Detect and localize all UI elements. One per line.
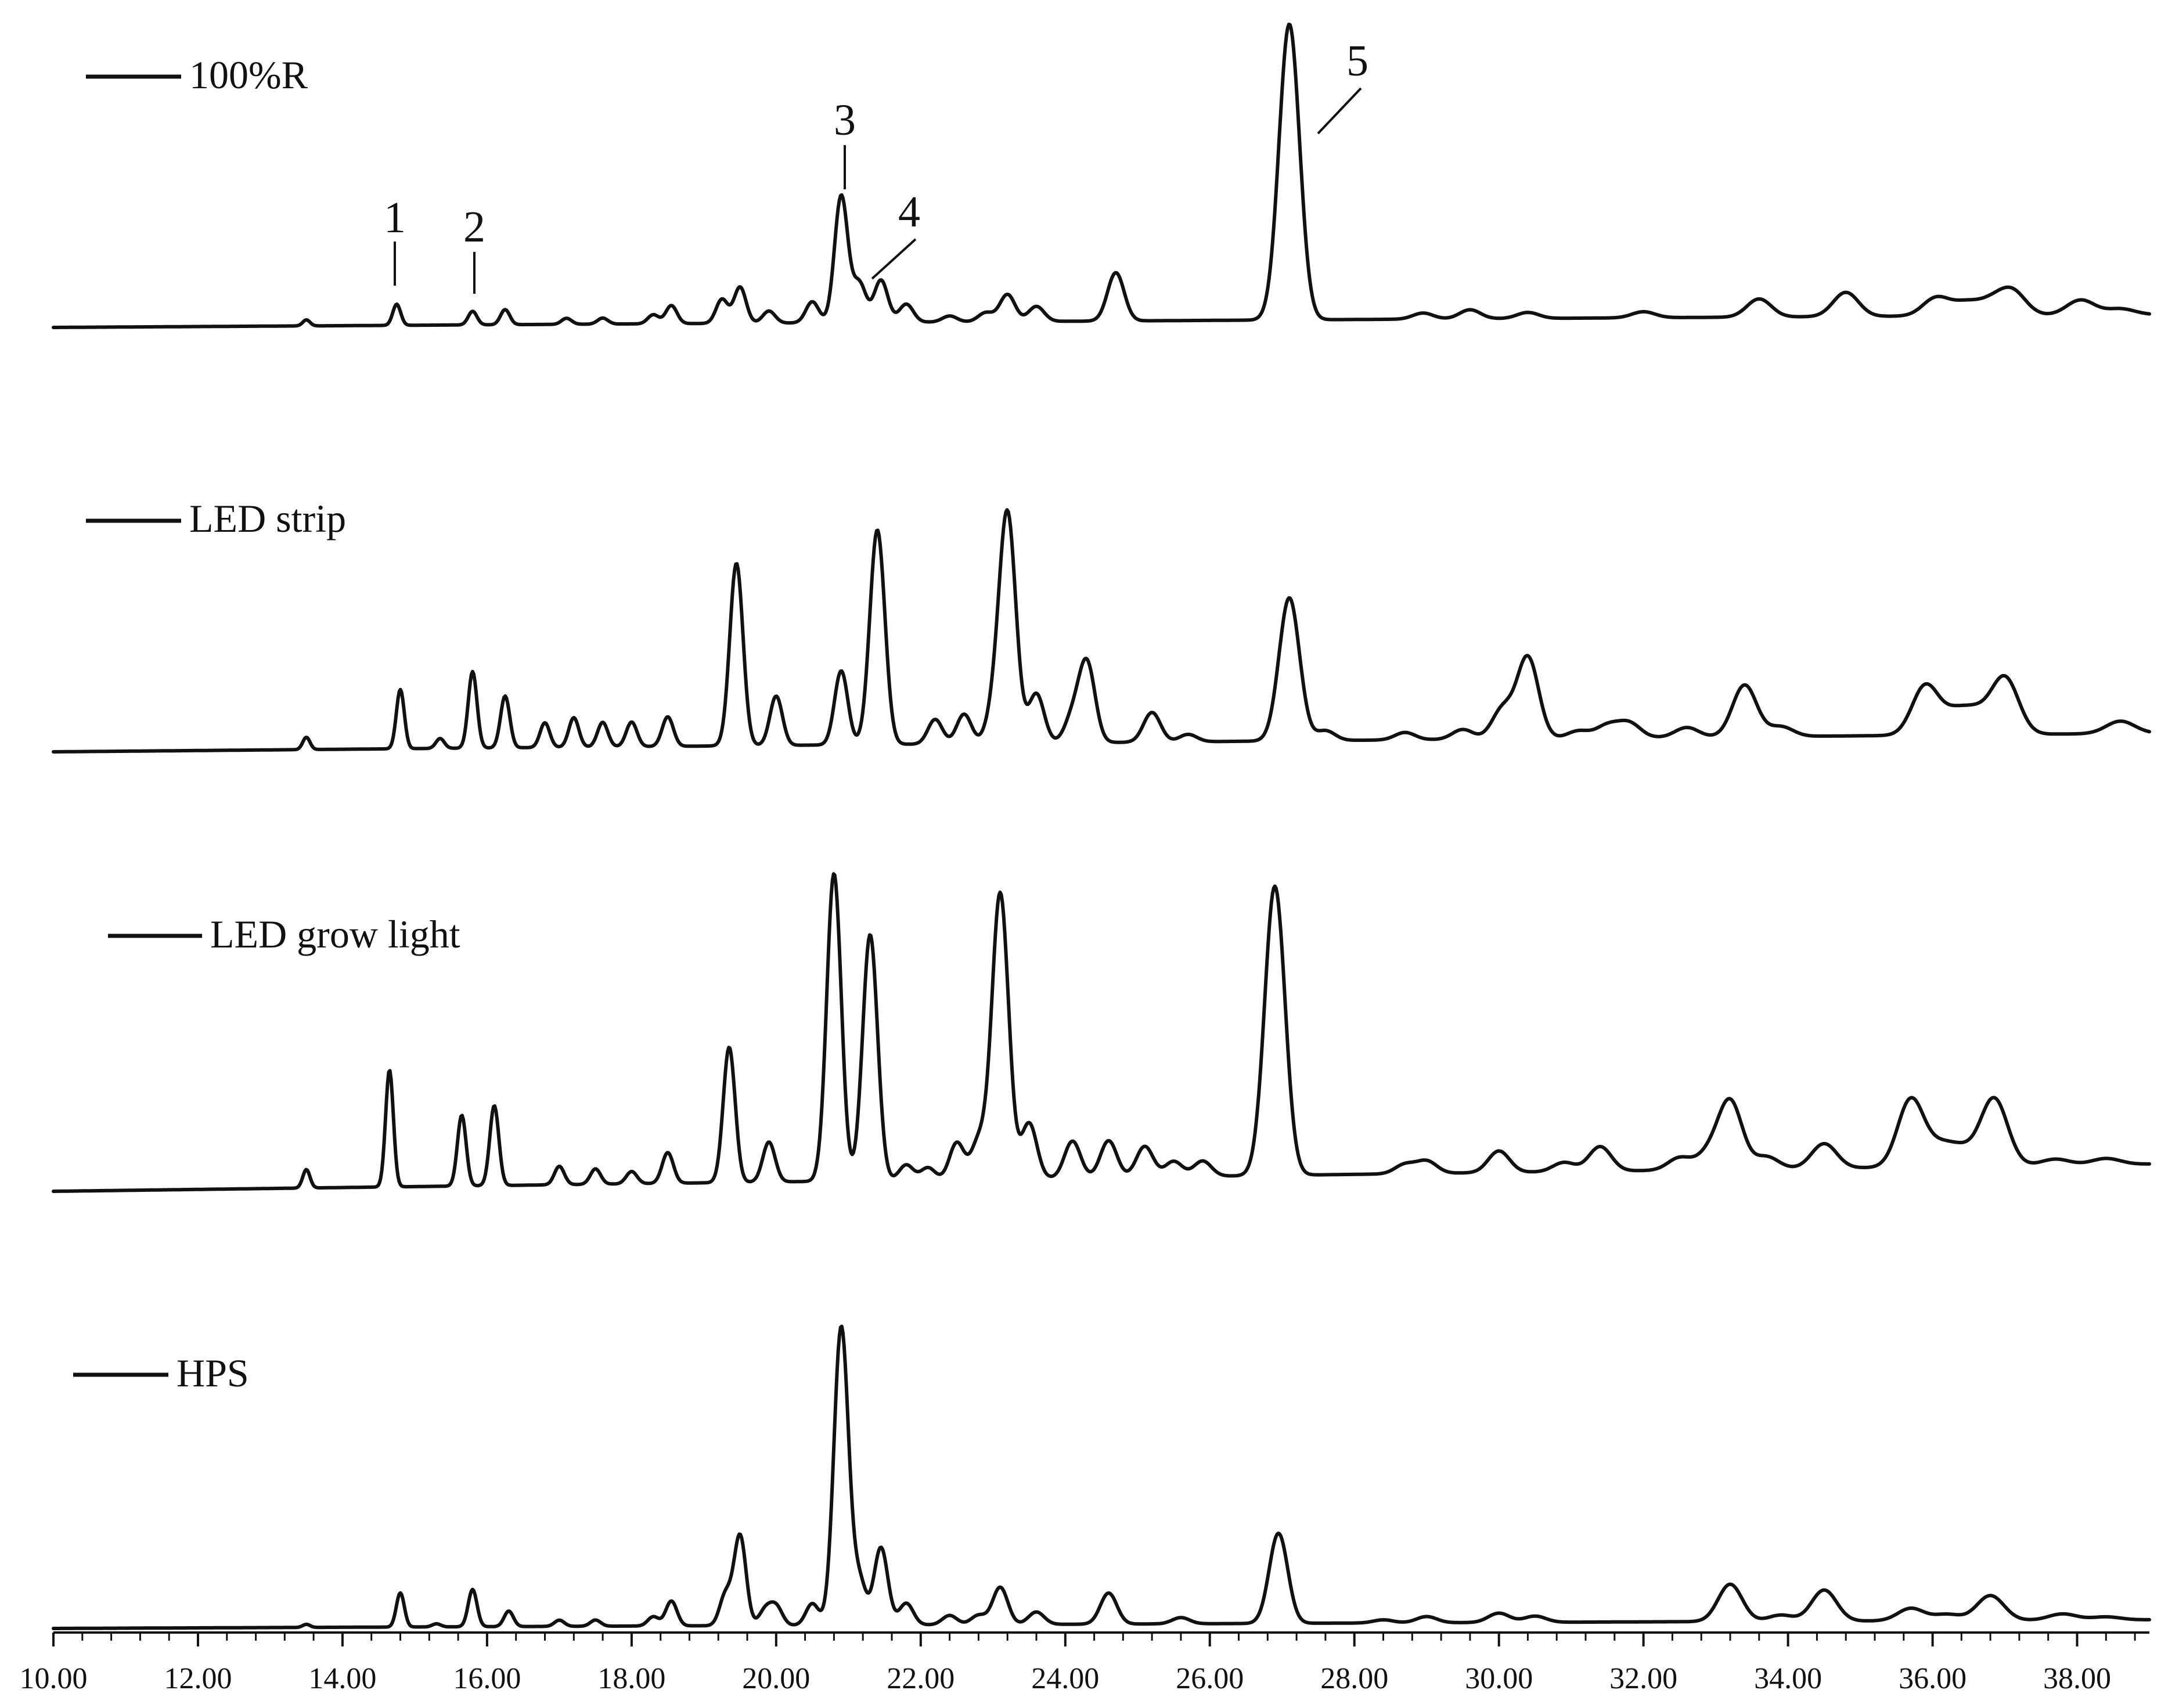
x-tick-label: 16.00: [453, 1662, 521, 1695]
traces-layer: [52, 22, 2151, 1630]
legend-label-led-strip: LED strip: [189, 496, 346, 540]
x-tick-label: 32.00: [1609, 1662, 1677, 1695]
x-tick-label: 22.00: [887, 1662, 955, 1695]
peak-label-4: 4: [898, 188, 920, 236]
trace-led-strip: [52, 508, 2151, 754]
peak-label-1: 1: [384, 193, 406, 242]
legend-label-100-r: 100%R: [189, 53, 308, 97]
x-tick-label: 10.00: [20, 1662, 88, 1695]
peak-label-2: 2: [463, 203, 485, 251]
legend-label-hps: HPS: [177, 1351, 249, 1395]
x-tick-label: 38.00: [2043, 1662, 2111, 1695]
peak-leader-5: [1317, 87, 1362, 135]
peak-label-5: 5: [1346, 37, 1368, 85]
legend-layer: 100%R LED strip LED grow light HPS: [73, 53, 460, 1395]
x-tick-label: 14.00: [308, 1662, 376, 1695]
peak-leader-4: [871, 238, 917, 280]
peak-annotations: 1 2 34 5: [384, 37, 1368, 294]
x-tick-label: 20.00: [742, 1662, 810, 1695]
x-tick-label: 30.00: [1465, 1662, 1533, 1695]
x-tick-label: 36.00: [1899, 1662, 1966, 1695]
x-tick-label: 24.00: [1031, 1662, 1099, 1695]
legend-label-led-grow-light: LED grow light: [210, 912, 460, 956]
x-tick-label: 34.00: [1754, 1662, 1822, 1695]
trace-led-grow-light: [52, 872, 2151, 1193]
trace-100-r: [52, 22, 2151, 329]
x-axis: 10.00 12.00 14.00 16.00 18.00 20.00 22.00 24.00…: [20, 1631, 2149, 1695]
x-tick-label: 28.00: [1320, 1662, 1388, 1695]
x-tick-label: 26.00: [1176, 1662, 1244, 1695]
peak-label-3: 3: [834, 96, 856, 145]
x-tick-label: 18.00: [597, 1662, 665, 1695]
trace-hps: [52, 1324, 2151, 1630]
x-tick-label: 12.00: [164, 1662, 232, 1695]
